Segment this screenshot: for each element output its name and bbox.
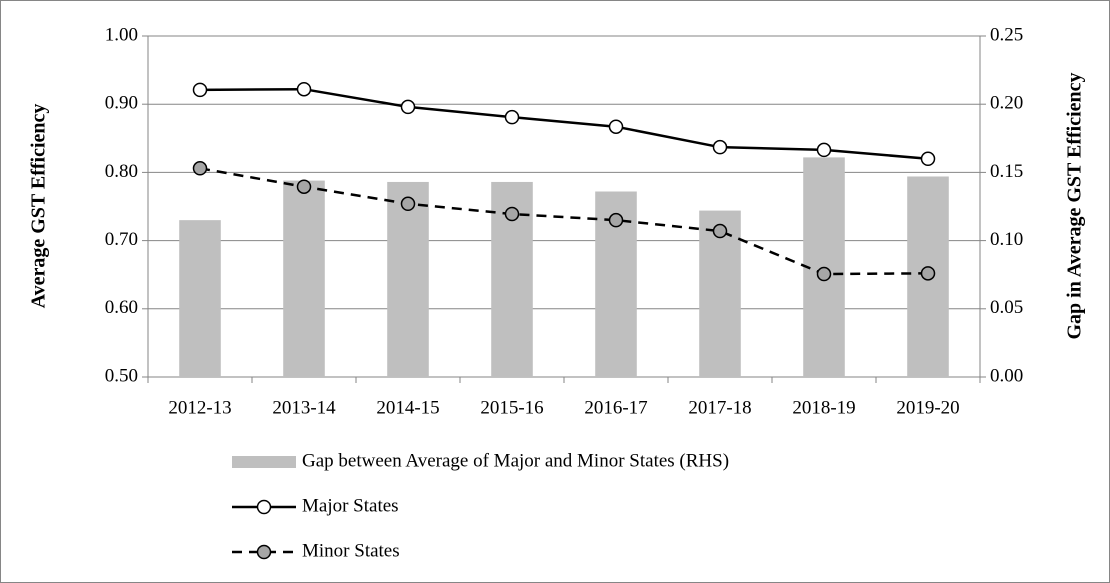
marker [608, 212, 624, 228]
marker [400, 196, 416, 212]
bar [179, 220, 221, 377]
y2-tick-label: 0.15 [990, 161, 1023, 182]
marker [816, 266, 832, 282]
bar [283, 180, 325, 377]
line [199, 87, 929, 161]
x-tick-label: 2016-17 [584, 397, 647, 418]
legend-marker [256, 544, 272, 560]
legend-label: Gap between Average of Major and Minor S… [302, 450, 729, 471]
y2-tick-label: 0.05 [990, 297, 1023, 318]
legend-swatch [232, 456, 296, 468]
marker [296, 81, 312, 97]
y2-axis-label: Gap in Average GST Efficiency [1064, 72, 1086, 339]
x-tick-label: 2014-15 [376, 397, 439, 418]
marker [296, 179, 312, 194]
y2-tick-label: 0.00 [990, 365, 1023, 386]
legend-label: Minor States [302, 540, 400, 561]
marker [712, 139, 728, 155]
marker [192, 161, 208, 176]
marker [504, 109, 520, 125]
marker [192, 82, 208, 98]
y2-tick-label: 0.10 [990, 229, 1023, 250]
line [199, 167, 929, 276]
y2-tick-label: 0.25 [990, 24, 1023, 45]
x-tick-label: 2012-13 [168, 397, 231, 418]
y-tick-label: 0.90 [105, 93, 138, 114]
y-tick-label: 0.80 [105, 161, 138, 182]
x-tick-label: 2017-18 [688, 397, 751, 418]
y2-tick-label: 0.20 [990, 93, 1023, 114]
marker [608, 119, 624, 134]
x-tick-label: 2019-20 [896, 397, 959, 418]
marker [920, 151, 936, 167]
y-tick-label: 0.70 [105, 229, 138, 250]
bar [699, 210, 741, 377]
x-tick-label: 2015-16 [480, 397, 543, 418]
y-tick-label: 0.60 [105, 297, 138, 318]
y-tick-label: 1.00 [105, 24, 138, 45]
marker [920, 266, 936, 281]
marker [400, 99, 416, 115]
legend-label: Major States [302, 495, 399, 516]
x-tick-label: 2013-14 [272, 397, 336, 418]
x-tick-label: 2018-19 [792, 397, 855, 418]
y-axis-label: Average GST Efficiency [28, 104, 50, 309]
marker [712, 223, 728, 239]
y-tick-label: 0.50 [105, 365, 138, 386]
legend-marker [256, 499, 272, 515]
bar [387, 181, 429, 377]
marker [816, 142, 832, 158]
marker [504, 206, 520, 222]
